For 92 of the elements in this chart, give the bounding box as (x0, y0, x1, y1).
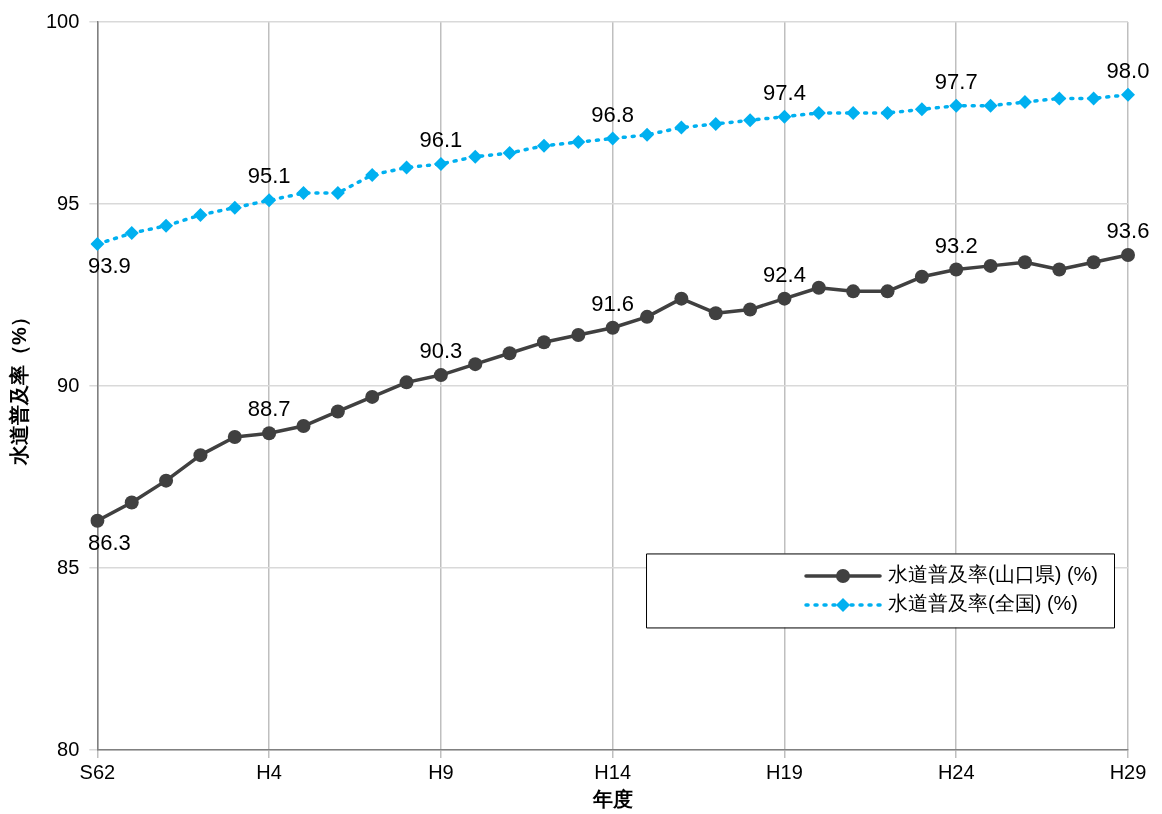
point (571, 328, 586, 343)
point (846, 106, 861, 120)
data-label: 93.6 (1106, 218, 1150, 244)
point (1086, 255, 1101, 270)
point (914, 102, 929, 117)
point (1052, 262, 1067, 277)
data-label: 96.1 (419, 127, 463, 153)
point (468, 357, 483, 372)
point (90, 513, 105, 528)
point (468, 149, 483, 164)
point (124, 495, 139, 510)
point (983, 98, 998, 113)
data-label: 88.7 (247, 396, 291, 422)
point (433, 156, 448, 171)
data-label: 93.9 (87, 253, 131, 279)
point (949, 98, 964, 113)
data-label: 86.3 (87, 529, 131, 555)
x-tick-label: H29 (1109, 760, 1147, 783)
point (674, 120, 689, 135)
point (193, 448, 208, 463)
point (983, 258, 998, 273)
point (399, 160, 414, 175)
point (330, 186, 345, 201)
point (159, 218, 174, 233)
point (674, 291, 689, 306)
point (640, 127, 655, 142)
point (605, 320, 620, 335)
data-label: 93.2 (934, 232, 978, 258)
point (1052, 91, 1067, 106)
point (605, 131, 620, 146)
point (227, 429, 242, 444)
point (1121, 247, 1135, 262)
point (811, 280, 826, 295)
point (571, 135, 586, 150)
point (1017, 95, 1032, 110)
point (811, 106, 826, 120)
x-tick-label: H24 (937, 760, 975, 783)
point (880, 284, 895, 299)
x-tick-label: H19 (766, 760, 803, 783)
data-label: 97.4 (763, 79, 806, 105)
point (743, 302, 758, 317)
point (777, 291, 792, 306)
point (296, 419, 311, 434)
point (399, 375, 414, 390)
point (330, 404, 345, 419)
data-label: 98.0 (1106, 57, 1150, 83)
x-axis-title: 年度 (591, 787, 633, 810)
x-tick-label: H14 (594, 760, 632, 783)
x-tick-label: H4 (256, 760, 282, 783)
point (1017, 255, 1032, 270)
data-label: 92.4 (763, 261, 806, 287)
point (743, 113, 758, 128)
point (296, 186, 311, 201)
point (193, 207, 208, 222)
point (433, 368, 448, 383)
y-tick-label: 85 (57, 555, 80, 578)
x-tick-label: S62 (79, 760, 116, 783)
point (1086, 91, 1101, 106)
point (640, 309, 655, 324)
point (949, 262, 964, 277)
point (90, 237, 105, 252)
data-label: 95.1 (247, 163, 291, 189)
point (159, 473, 174, 488)
point (914, 269, 929, 284)
y-tick-label: 95 (57, 191, 80, 214)
point (536, 335, 551, 350)
x-tick-label: H9 (428, 760, 454, 783)
point (1121, 87, 1135, 102)
point (262, 193, 277, 208)
point (262, 426, 277, 441)
point (365, 389, 380, 404)
point (880, 106, 895, 120)
data-label: 90.3 (419, 338, 463, 364)
y-axis-title: 水道普及率（%） (7, 307, 30, 466)
point (124, 226, 139, 241)
point (365, 167, 380, 182)
data-label: 97.7 (934, 68, 978, 94)
legend-label: 水道普及率(全国) (%) (888, 592, 1078, 615)
data-label: 96.8 (591, 101, 635, 127)
y-tick-label: 90 (57, 373, 80, 396)
point (502, 346, 517, 361)
legend-label: 水道普及率(山口県) (%) (888, 563, 1098, 586)
data-label: 91.6 (591, 290, 635, 316)
y-tick-label: 80 (57, 737, 80, 760)
point (708, 306, 723, 321)
point (502, 146, 517, 161)
point (777, 109, 792, 124)
point (536, 138, 551, 153)
point (227, 200, 242, 215)
y-tick-label: 100 (45, 9, 80, 32)
point (708, 116, 723, 131)
point (846, 284, 861, 299)
